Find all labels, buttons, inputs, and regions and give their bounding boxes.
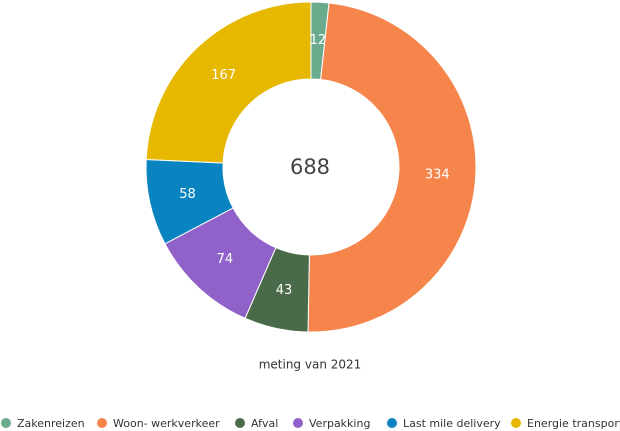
data-label: 12 bbox=[310, 33, 327, 48]
legend-label[interactable]: Verpakking bbox=[309, 417, 370, 430]
legend-marker[interactable] bbox=[1, 418, 11, 428]
legend-label[interactable]: Woon- werkverkeer bbox=[113, 417, 220, 430]
legend-marker[interactable] bbox=[387, 418, 397, 428]
legend-marker[interactable] bbox=[97, 418, 107, 428]
legend-marker[interactable] bbox=[511, 418, 521, 428]
legend-label[interactable]: Energie transport bbox=[527, 417, 620, 430]
donut-slice bbox=[307, 2, 477, 333]
data-label: 58 bbox=[179, 187, 196, 202]
center-total: 688 bbox=[290, 155, 330, 179]
data-label: 43 bbox=[276, 283, 293, 298]
data-label: 74 bbox=[217, 252, 234, 267]
legend-marker[interactable] bbox=[293, 418, 303, 428]
subtitle: meting van 2021 bbox=[259, 358, 362, 372]
data-label: 167 bbox=[211, 68, 236, 83]
donut-slice bbox=[145, 1, 312, 164]
data-label: 334 bbox=[425, 168, 450, 183]
legend-label[interactable]: Last mile delivery bbox=[403, 417, 501, 430]
legend-label[interactable]: Afval bbox=[251, 417, 278, 430]
legend-label[interactable]: Zakenreizen bbox=[17, 417, 85, 430]
legend-marker[interactable] bbox=[235, 418, 245, 428]
